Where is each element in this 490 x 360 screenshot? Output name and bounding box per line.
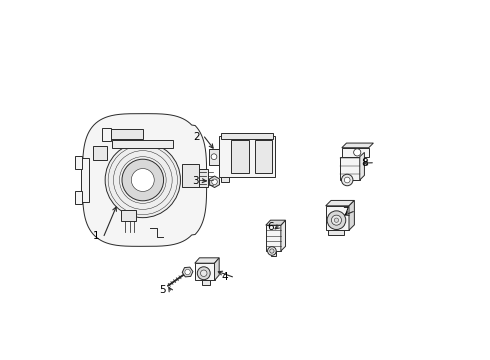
Circle shape — [327, 211, 346, 229]
Text: 5: 5 — [159, 285, 166, 295]
Circle shape — [122, 159, 164, 201]
Polygon shape — [266, 220, 286, 225]
Polygon shape — [82, 114, 207, 246]
Text: 6: 6 — [267, 222, 274, 231]
Bar — [122, 211, 136, 221]
Bar — [271, 251, 276, 256]
Bar — [255, 140, 272, 173]
Text: 1: 1 — [93, 231, 100, 240]
Bar — [221, 133, 273, 139]
Bar — [342, 148, 368, 157]
Circle shape — [185, 269, 190, 275]
Bar — [93, 146, 107, 160]
Bar — [182, 164, 199, 187]
Circle shape — [331, 215, 342, 225]
Circle shape — [200, 270, 207, 276]
Bar — [328, 230, 344, 234]
Polygon shape — [342, 143, 373, 148]
Bar — [111, 130, 143, 139]
Circle shape — [354, 149, 361, 156]
Polygon shape — [360, 152, 365, 180]
Bar — [194, 169, 208, 187]
Bar — [221, 177, 229, 181]
Circle shape — [197, 267, 210, 280]
Polygon shape — [195, 258, 219, 263]
Bar — [112, 140, 173, 148]
Polygon shape — [349, 201, 354, 230]
Bar — [202, 280, 210, 285]
Circle shape — [270, 249, 274, 253]
Circle shape — [105, 142, 180, 218]
Bar — [266, 225, 281, 251]
Bar — [326, 206, 349, 230]
Bar — [231, 140, 248, 173]
Bar — [209, 149, 219, 165]
Bar — [75, 192, 82, 204]
Text: 3: 3 — [192, 176, 198, 186]
Text: 4: 4 — [221, 272, 228, 282]
Circle shape — [131, 168, 154, 192]
Polygon shape — [215, 258, 219, 280]
Polygon shape — [210, 176, 220, 188]
Bar — [75, 156, 82, 168]
Text: 8: 8 — [362, 158, 368, 168]
Bar — [81, 158, 89, 202]
Polygon shape — [326, 201, 354, 206]
Polygon shape — [281, 220, 286, 251]
Text: 2: 2 — [194, 132, 200, 142]
Text: 7: 7 — [343, 207, 349, 217]
Bar — [101, 128, 111, 141]
Polygon shape — [182, 267, 193, 277]
Circle shape — [342, 174, 353, 186]
Circle shape — [344, 177, 350, 183]
Circle shape — [212, 179, 217, 185]
Circle shape — [334, 218, 339, 222]
Bar — [340, 157, 360, 180]
Bar — [219, 136, 274, 177]
Circle shape — [211, 154, 217, 159]
Circle shape — [268, 247, 276, 255]
Bar — [195, 263, 215, 280]
